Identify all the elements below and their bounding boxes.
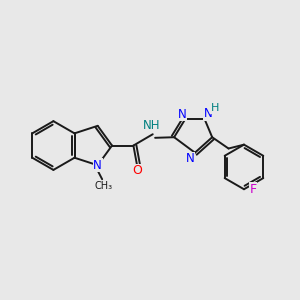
Text: CH₃: CH₃ (94, 181, 113, 191)
Text: H: H (211, 103, 219, 113)
Text: N: N (204, 107, 212, 120)
Text: NH: NH (142, 119, 160, 132)
Text: O: O (132, 164, 142, 177)
Text: N: N (93, 159, 102, 172)
Text: N: N (186, 152, 195, 165)
Text: F: F (249, 183, 256, 196)
Text: N: N (178, 108, 186, 121)
